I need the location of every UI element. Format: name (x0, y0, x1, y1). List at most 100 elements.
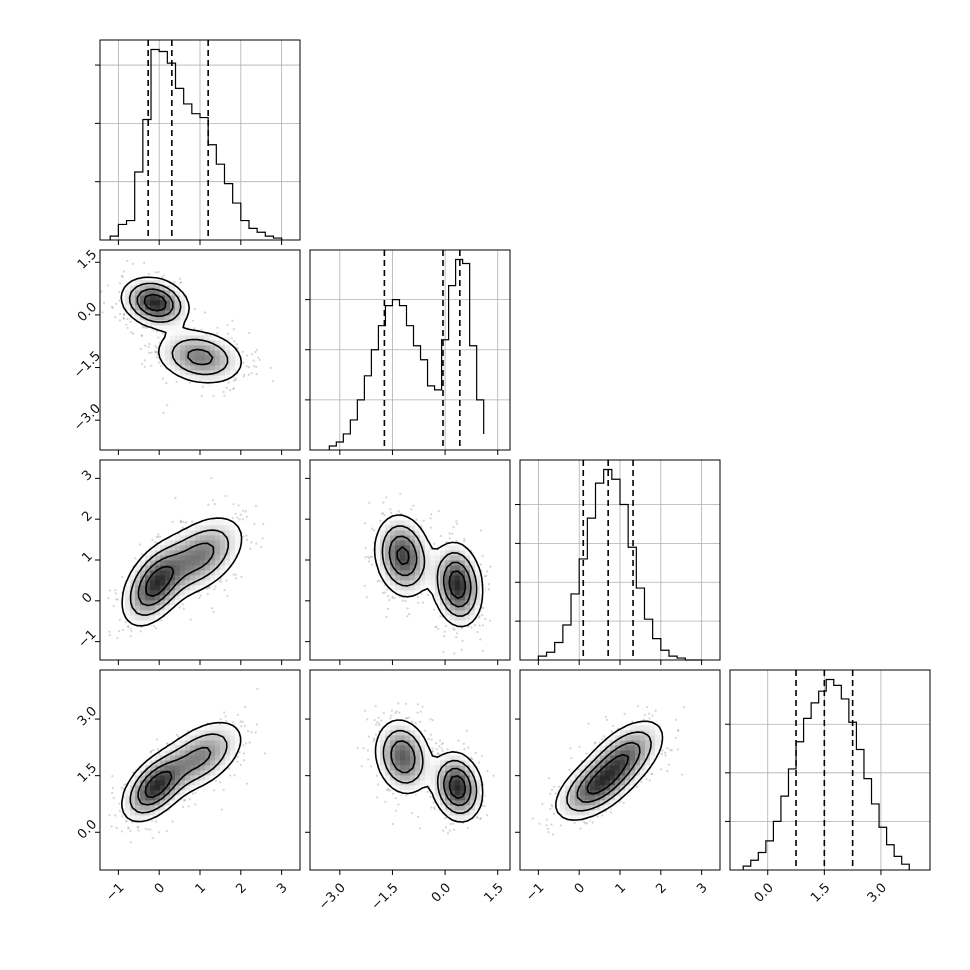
scatter-point (120, 830, 124, 833)
density-cell (125, 600, 131, 606)
scatter-point (470, 626, 473, 629)
density-cell (195, 780, 201, 786)
scatter-point (250, 731, 253, 734)
density-cell (160, 305, 166, 311)
density-cell (420, 535, 426, 541)
density-cell (395, 565, 401, 571)
scatter-point (453, 628, 456, 631)
density-cell (185, 370, 191, 376)
density-cell (405, 575, 411, 581)
density-cell (385, 580, 391, 586)
density-cell (475, 570, 481, 576)
density-cell (200, 530, 206, 536)
scatter-point (243, 373, 246, 376)
scatter-point (429, 548, 433, 551)
density-cell (455, 615, 461, 621)
density-cell (455, 570, 461, 576)
density-cell (135, 770, 141, 776)
scatter-point (443, 630, 446, 633)
density-cell (180, 790, 186, 796)
scatter-point (241, 720, 244, 724)
density-cell (155, 775, 161, 781)
scatter-point (182, 521, 185, 524)
density-cell (400, 530, 406, 536)
scatter-point (148, 351, 151, 354)
scatter-point (489, 565, 492, 568)
scatter-point (487, 588, 490, 591)
density-cell (185, 775, 191, 781)
density-cell (195, 525, 201, 531)
scatter-point (201, 385, 205, 388)
scatter-point (145, 326, 148, 329)
density-cell (235, 535, 241, 541)
density-cell (135, 580, 141, 586)
scatter-point (240, 725, 243, 728)
scatter-point (445, 624, 448, 628)
scatter-point (237, 504, 240, 507)
scatter-point (234, 512, 237, 515)
density-cell (165, 745, 171, 751)
density-cell (440, 585, 446, 591)
scatter-point (420, 592, 423, 596)
density-cell (180, 300, 186, 306)
density-cell (205, 750, 211, 756)
density-cell (210, 520, 216, 526)
hist-panel-1 (305, 249, 511, 451)
scatter-point (225, 579, 228, 582)
scatter-point (437, 627, 440, 631)
density-cell (210, 740, 216, 746)
density-cell (400, 590, 406, 596)
density-cell (190, 350, 196, 356)
scatter-point (155, 535, 158, 539)
density-cell (165, 315, 171, 321)
density-cell (420, 575, 426, 581)
density-cell (180, 770, 186, 776)
density-cell (155, 280, 161, 286)
scatter-point (245, 365, 248, 368)
scatter-point (227, 381, 230, 384)
scatter-point (244, 510, 247, 513)
scatter-point (461, 639, 464, 642)
scatter-point (158, 831, 161, 834)
density-cell (165, 780, 171, 786)
density-cell (155, 795, 161, 801)
scatter-point (182, 799, 186, 802)
density-cell (135, 800, 141, 806)
density-cell (190, 775, 196, 781)
density-cell (200, 735, 206, 741)
scatter-point (154, 350, 157, 353)
scatter-point (253, 365, 256, 368)
scatter-point (219, 718, 222, 721)
density-cell (170, 770, 176, 776)
scatter-point (214, 585, 217, 588)
density-cell (165, 785, 171, 791)
contour-level-3 (145, 565, 175, 598)
scatter-point (161, 377, 164, 380)
density-cell (145, 315, 151, 321)
scatter-point (199, 594, 202, 597)
density-cell (400, 565, 406, 571)
density-cell (415, 545, 421, 551)
density-cell (135, 290, 141, 296)
density-cell (145, 790, 151, 796)
density-cell (165, 295, 171, 301)
scatter-point (225, 720, 228, 723)
density-cell (130, 790, 136, 796)
density-cell (455, 575, 461, 581)
density-cell (230, 535, 236, 541)
scatter-point (226, 323, 229, 327)
density-cell (475, 610, 481, 616)
scatter-point (232, 573, 235, 576)
density-cell (205, 555, 211, 561)
scatter-point (102, 301, 106, 304)
scatter-point (481, 755, 484, 758)
density-cell (140, 320, 146, 326)
density-cell (175, 325, 181, 331)
density-cell (220, 355, 226, 361)
density-cell (160, 315, 166, 321)
pair-panel-content (100, 259, 275, 415)
density-cell (415, 560, 421, 566)
density-cell (130, 580, 136, 586)
scatter-point (120, 275, 123, 278)
density-cell (445, 545, 451, 551)
